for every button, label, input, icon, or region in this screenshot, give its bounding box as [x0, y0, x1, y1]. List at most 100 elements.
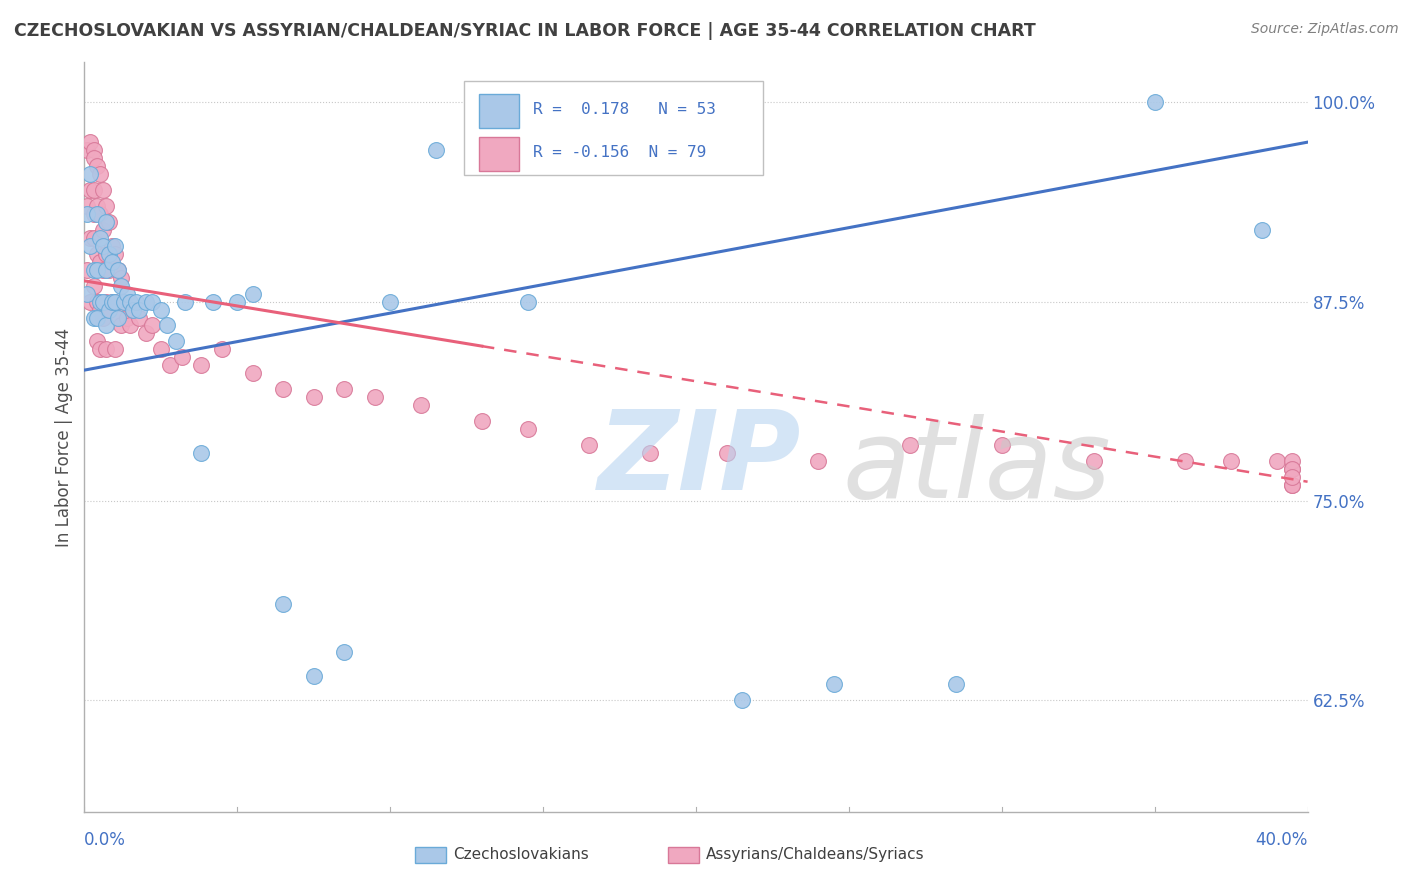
Point [107, 262, 129, 277]
Point [110, 318, 132, 333]
Point [1083, 454, 1105, 468]
Point [101, 294, 124, 309]
Point [86, 199, 108, 213]
Point [94, 199, 117, 213]
Point [716, 446, 738, 460]
Point [94, 262, 117, 277]
Point [104, 343, 127, 357]
Point [122, 302, 145, 317]
Point [128, 310, 150, 325]
Point [107, 310, 129, 325]
Point [1250, 223, 1272, 237]
Point [89, 343, 111, 357]
Point [83, 151, 105, 165]
Point [97, 246, 120, 260]
Point [302, 390, 325, 404]
FancyBboxPatch shape [479, 137, 519, 171]
Point [141, 294, 163, 309]
Point [79, 239, 101, 253]
Point [364, 390, 387, 404]
Text: CZECHOSLOVAKIAN VS ASSYRIAN/CHALDEAN/SYRIAC IN LABOR FORCE | AGE 35-44 CORRELATI: CZECHOSLOVAKIAN VS ASSYRIAN/CHALDEAN/SYR… [14, 22, 1036, 40]
Point [115, 310, 138, 325]
Point [97, 302, 120, 317]
Point [89, 302, 111, 317]
Text: R = -0.156  N = 79: R = -0.156 N = 79 [533, 145, 707, 160]
Point [83, 278, 105, 293]
Point [79, 167, 101, 181]
Point [1265, 454, 1288, 468]
Point [516, 422, 538, 436]
Point [91, 294, 114, 309]
Point [79, 183, 101, 197]
Point [271, 598, 294, 612]
Point [89, 167, 111, 181]
Point [807, 454, 830, 468]
Point [638, 446, 661, 460]
Point [190, 359, 212, 373]
Point [122, 302, 145, 317]
Point [120, 294, 142, 309]
Point [83, 183, 105, 197]
Point [94, 318, 117, 333]
Point [94, 343, 117, 357]
Point [226, 294, 249, 309]
Point [578, 438, 600, 452]
Point [135, 294, 157, 309]
Y-axis label: In Labor Force | Age 35-44: In Labor Force | Age 35-44 [55, 327, 73, 547]
Point [104, 294, 127, 309]
Point [76, 207, 98, 221]
Point [174, 294, 197, 309]
Point [89, 294, 111, 309]
Point [101, 254, 124, 268]
Point [159, 359, 181, 373]
Point [94, 294, 117, 309]
Point [89, 207, 111, 221]
Point [94, 215, 117, 229]
Point [516, 294, 538, 309]
Point [731, 693, 754, 707]
Point [609, 151, 631, 165]
Text: Assyrians/Chaldeans/Syriacs: Assyrians/Chaldeans/Syriacs [706, 847, 924, 862]
Point [380, 294, 402, 309]
Point [101, 294, 124, 309]
Point [79, 294, 101, 309]
Point [97, 215, 120, 229]
Point [110, 270, 132, 285]
Point [156, 318, 179, 333]
Point [101, 239, 124, 253]
Point [104, 294, 127, 309]
Point [128, 302, 150, 317]
Point [242, 286, 264, 301]
Point [86, 246, 108, 260]
Point [83, 262, 105, 277]
Point [86, 310, 108, 325]
Point [107, 310, 129, 325]
Text: ZIP: ZIP [598, 406, 801, 513]
Point [86, 207, 108, 221]
Text: 40.0%: 40.0% [1256, 830, 1308, 849]
Point [1174, 454, 1197, 468]
Point [172, 351, 194, 365]
Point [149, 343, 172, 357]
Point [110, 278, 132, 293]
Text: atlas: atlas [842, 414, 1111, 521]
FancyBboxPatch shape [464, 81, 763, 175]
Point [1281, 478, 1303, 492]
FancyBboxPatch shape [479, 95, 519, 128]
Point [76, 199, 98, 213]
Point [107, 262, 129, 277]
Point [823, 677, 845, 691]
Point [1143, 95, 1166, 110]
Point [271, 382, 294, 396]
Point [79, 135, 101, 149]
Point [201, 294, 224, 309]
Point [112, 294, 135, 309]
Point [471, 414, 494, 428]
Point [1281, 478, 1303, 492]
Point [91, 310, 114, 325]
Point [79, 231, 101, 245]
Point [91, 183, 114, 197]
Point [1281, 470, 1303, 484]
Point [86, 294, 108, 309]
Point [104, 246, 127, 260]
